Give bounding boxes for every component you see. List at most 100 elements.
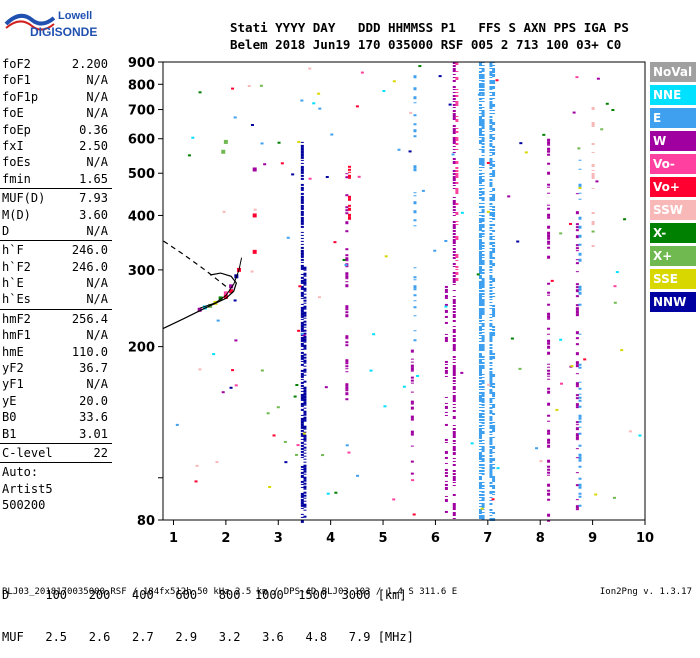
echo-mark [444, 480, 448, 482]
param-name: Auto: [2, 465, 39, 480]
echo-mark [410, 358, 414, 360]
legend-entry: X- [650, 223, 696, 243]
echo-mark [478, 485, 482, 488]
echo-mark [489, 461, 493, 463]
echo-mark [303, 419, 307, 422]
echo-mark [410, 361, 414, 363]
noise-mark [360, 71, 364, 74]
echo-mark [478, 89, 482, 91]
echo-mark [575, 286, 579, 289]
noise-mark [233, 116, 237, 119]
echo-mark [303, 476, 307, 480]
echo-mark [481, 503, 485, 506]
trace-point [202, 305, 207, 310]
echo-mark [444, 294, 448, 298]
noise-mark [355, 105, 359, 108]
echo-mark [300, 498, 304, 502]
echo-mark [478, 299, 482, 302]
echo-mark [345, 212, 349, 215]
echo-mark [481, 407, 485, 408]
echo-mark [452, 275, 456, 277]
echo-mark [300, 330, 304, 332]
echo-mark [492, 74, 496, 77]
echo-mark [478, 161, 482, 164]
param-name: fxI [2, 138, 24, 153]
echo-mark [492, 488, 496, 489]
echo-mark [489, 101, 493, 104]
distance-values: 100 200 400 600 800 1000 1500 3000 [9, 588, 371, 602]
echo-mark [578, 444, 582, 447]
echo-mark [452, 434, 456, 437]
echo-mark [300, 486, 304, 488]
echo-mark [455, 203, 459, 205]
echo-mark [478, 176, 482, 179]
echo-mark [303, 281, 307, 285]
echo-mark [489, 209, 493, 210]
muf-values: 2.5 2.6 2.7 2.9 3.2 3.6 4.8 7.9 [23, 630, 371, 644]
echo-mark [547, 147, 551, 151]
echo-mark [478, 476, 482, 479]
echo-mark [452, 149, 456, 150]
echo-mark [300, 291, 304, 295]
echo-mark [300, 192, 304, 195]
echo-mark [481, 269, 485, 271]
echo-mark [489, 350, 493, 353]
echo-mark [547, 402, 551, 406]
echo-mark [578, 291, 582, 295]
noise-mark [638, 434, 642, 437]
echo-mark [575, 406, 579, 409]
echo-mark [452, 257, 456, 259]
echo-mark [492, 122, 496, 125]
echo-mark [489, 134, 493, 137]
echo-mark [481, 71, 485, 72]
echo-mark [303, 500, 307, 502]
echo-mark [303, 464, 307, 468]
echo-mark [300, 375, 304, 378]
echo-mark [478, 137, 482, 138]
echo-mark [575, 310, 579, 314]
echo-mark [492, 242, 496, 244]
echo-mark [481, 278, 485, 281]
echo-mark [452, 371, 456, 374]
param-row: fxI 2.50 [0, 138, 112, 154]
echo-mark [478, 479, 482, 480]
echo-mark [492, 197, 496, 200]
echo-mark [489, 125, 493, 128]
param-row: foF1 N/A [0, 72, 112, 88]
echo-mark [481, 152, 485, 153]
echo-mark [452, 329, 456, 332]
echo-mark [413, 192, 417, 194]
profile-dashed-curve [162, 240, 227, 287]
echo-mark [478, 197, 482, 199]
legend-entry: NNW [650, 292, 696, 312]
echo-mark [413, 285, 417, 289]
echo-mark [444, 438, 448, 441]
echo-mark [452, 161, 456, 164]
noise-mark [480, 507, 484, 510]
noise-mark [321, 454, 325, 457]
echo-mark [489, 191, 493, 192]
noise-mark [291, 173, 295, 176]
param-row: foF1p N/A [0, 89, 112, 105]
echo-mark [478, 212, 482, 213]
echo-mark [489, 155, 493, 156]
echo-mark [575, 247, 579, 250]
noise-mark [402, 385, 406, 388]
echo-mark [452, 443, 456, 444]
echo-mark [300, 285, 304, 289]
echo-mark [444, 291, 448, 293]
noise-mark [591, 230, 595, 233]
echo-mark [452, 506, 456, 509]
echo-mark [591, 122, 595, 125]
echo-mark [481, 173, 485, 174]
echo-mark [489, 233, 493, 235]
echo-mark [300, 324, 304, 328]
echo-mark [300, 339, 304, 342]
echo-mark [478, 284, 482, 287]
echo-mark [489, 257, 493, 259]
echo-mark [452, 185, 456, 186]
echo-mark [492, 512, 496, 514]
echo-mark [452, 272, 456, 274]
echo-mark [575, 373, 579, 375]
noise-mark [357, 175, 361, 178]
